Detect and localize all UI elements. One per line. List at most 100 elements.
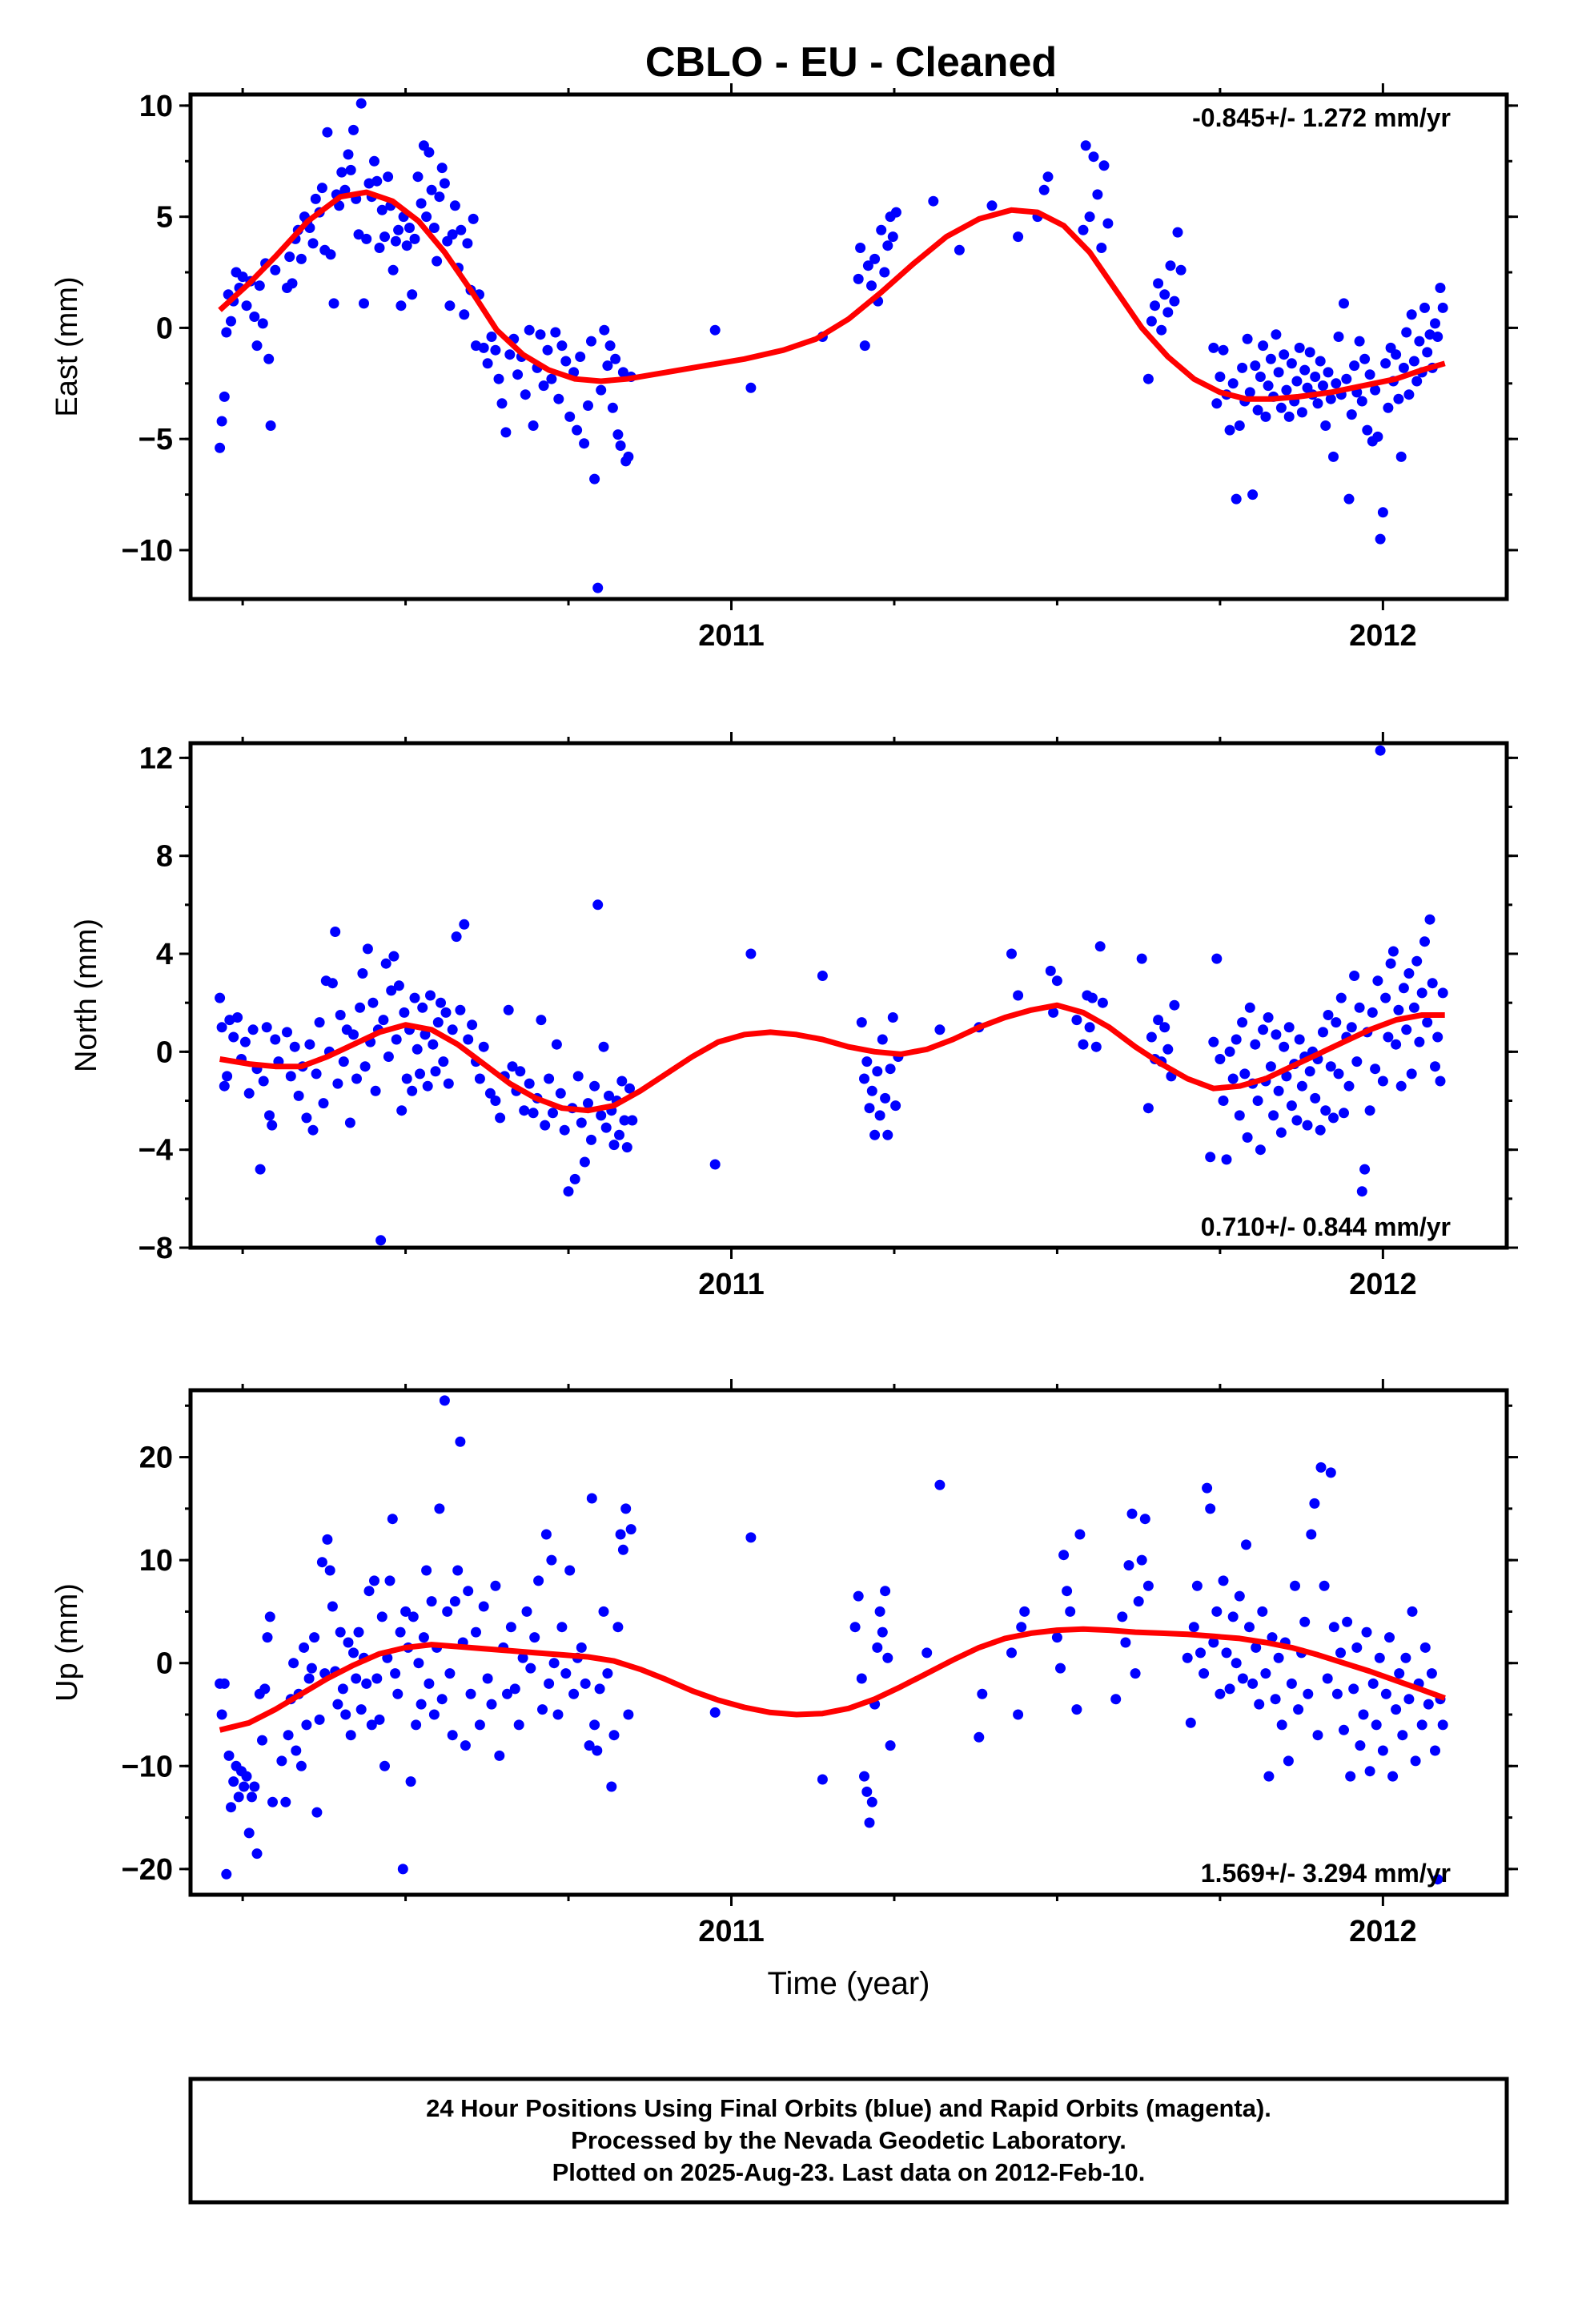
north-data-point xyxy=(877,1034,888,1045)
north-data-point xyxy=(1323,1010,1334,1020)
east-data-point xyxy=(853,273,864,284)
east-data-point xyxy=(1078,224,1089,235)
up-data-point xyxy=(921,1647,933,1659)
north-data-point xyxy=(1051,975,1062,987)
east-data-point xyxy=(1175,264,1186,275)
up-data-point xyxy=(872,1642,883,1653)
north-data-point xyxy=(430,1066,441,1077)
north-data-point xyxy=(1078,1039,1089,1050)
north-data-point xyxy=(1408,1002,1419,1013)
north-data-point xyxy=(576,1117,587,1128)
north-data-point xyxy=(258,1076,269,1087)
north-data-point xyxy=(882,1129,893,1140)
north-data-point xyxy=(428,1039,439,1050)
east-data-point xyxy=(424,147,435,158)
up-data-point xyxy=(1358,1709,1369,1720)
up-data-point xyxy=(223,1750,235,1761)
up-data-point xyxy=(309,1632,320,1643)
up-data-point xyxy=(1387,1771,1399,1782)
north-data-point xyxy=(507,1061,518,1072)
up-data-point xyxy=(1416,1719,1427,1731)
north-data-point xyxy=(1364,1105,1375,1116)
footer-frame xyxy=(188,2077,1509,2205)
up-data-point xyxy=(311,1807,323,1818)
north-data-point xyxy=(407,1085,418,1096)
up-data-point xyxy=(540,1529,552,1540)
east-data-point xyxy=(1283,411,1295,422)
up-data-point xyxy=(1208,1637,1219,1648)
figure-title: CBLO - EU - Cleaned xyxy=(645,39,1057,86)
up-data-point xyxy=(525,1663,536,1674)
north-data-point xyxy=(1435,1076,1446,1087)
east-data-point xyxy=(1354,336,1365,347)
north-data-point xyxy=(616,1076,628,1087)
east-data-point xyxy=(855,243,866,253)
north-data-point xyxy=(443,1078,454,1089)
north-data-point xyxy=(451,931,462,943)
east-data-point xyxy=(1218,344,1229,356)
north-data-point xyxy=(544,1073,555,1084)
up-data-point xyxy=(849,1622,861,1633)
north-ytick-label: 8 xyxy=(156,840,173,874)
north-data-point xyxy=(261,1022,272,1033)
east-axis-ticks: −10 −5 0 5 10 2011 2012 xyxy=(122,83,1518,653)
east-data-point xyxy=(1341,373,1352,384)
up-fit-curve xyxy=(219,1626,1446,1733)
north-ytick-label: −4 xyxy=(139,1134,173,1168)
up-data-point xyxy=(299,1642,310,1653)
north-data-point xyxy=(1335,992,1347,1003)
up-data-point xyxy=(1133,1596,1144,1607)
east-data-point xyxy=(390,235,401,247)
north-data-point xyxy=(1237,1017,1248,1028)
up-data-point xyxy=(434,1503,445,1514)
up-data-point xyxy=(568,1688,580,1699)
north-data-point xyxy=(600,1122,612,1133)
north-data-point xyxy=(304,1039,315,1050)
north-data-point xyxy=(866,1085,877,1096)
footer-line-2: Processed by the Nevada Geodetic Laborat… xyxy=(571,2126,1126,2154)
up-data-point xyxy=(395,1626,406,1638)
east-data-point xyxy=(602,360,613,372)
north-data-point xyxy=(425,990,436,1001)
north-data-point xyxy=(1291,1115,1303,1126)
east-data-point xyxy=(215,442,226,453)
east-data-point xyxy=(428,223,440,233)
north-data-point xyxy=(621,1142,632,1153)
north-data-point xyxy=(293,1090,304,1101)
north-data-point xyxy=(1387,946,1399,957)
east-data-point xyxy=(409,233,420,244)
east-data-point xyxy=(612,429,624,440)
up-data-point xyxy=(322,1534,333,1545)
east-data-point xyxy=(876,224,887,235)
north-data-point xyxy=(1153,1015,1164,1026)
up-ytick-label: −20 xyxy=(122,1853,173,1887)
north-data-point xyxy=(1315,1124,1326,1136)
north-data-point xyxy=(1419,936,1430,947)
up-ylabel: Up (mm) xyxy=(50,1583,84,1702)
up-data-point xyxy=(219,1678,230,1689)
up-data-point xyxy=(408,1611,419,1622)
up-data-point xyxy=(1331,1688,1343,1699)
up-data-point xyxy=(288,1658,299,1669)
north-data-point xyxy=(222,1071,233,1082)
north-data-point xyxy=(1401,1024,1412,1035)
north-data-point xyxy=(885,1063,896,1075)
up-data-point xyxy=(1286,1678,1297,1689)
east-data-point xyxy=(1349,360,1360,372)
north-data-point xyxy=(463,1034,474,1045)
up-data-point xyxy=(1319,1580,1330,1591)
north-data-point xyxy=(327,978,338,989)
east-data-point xyxy=(496,398,508,409)
east-data-point xyxy=(709,324,721,336)
north-data-point xyxy=(1239,1068,1251,1080)
east-data-point xyxy=(579,438,590,449)
up-data-point xyxy=(291,1745,302,1756)
east-data-point xyxy=(596,384,607,396)
up-data-point xyxy=(452,1565,464,1576)
east-data-point xyxy=(237,271,248,283)
east-data-point xyxy=(1211,398,1223,409)
up-data-point xyxy=(866,1796,877,1807)
north-data-point xyxy=(1294,1034,1305,1045)
north-data-point xyxy=(869,1129,881,1140)
east-data-point xyxy=(607,402,618,413)
